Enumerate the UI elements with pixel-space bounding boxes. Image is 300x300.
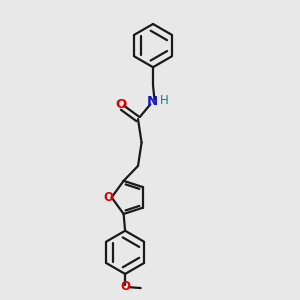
Text: N: N <box>147 95 158 108</box>
Text: H: H <box>160 94 169 107</box>
Text: O: O <box>103 191 114 204</box>
Text: O: O <box>120 280 130 293</box>
Text: O: O <box>115 98 126 111</box>
